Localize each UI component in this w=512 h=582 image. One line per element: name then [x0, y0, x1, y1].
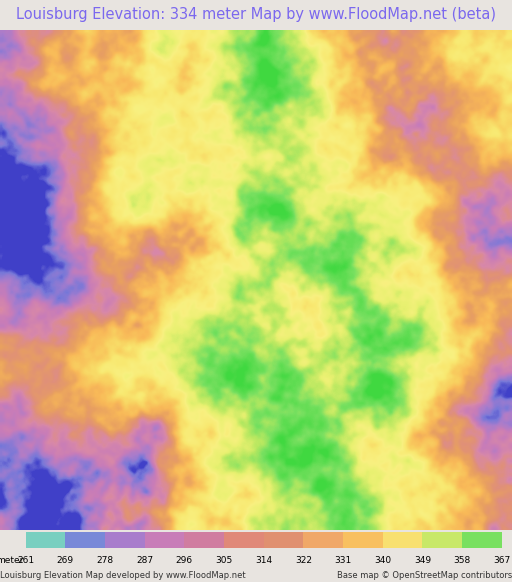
Text: 349: 349	[414, 556, 431, 565]
Bar	[105, 531, 145, 548]
Text: 314: 314	[255, 556, 272, 565]
Bar	[66, 531, 105, 548]
Text: 358: 358	[454, 556, 471, 565]
Text: Base map © OpenStreetMap contributors: Base map © OpenStreetMap contributors	[337, 572, 512, 580]
Text: 278: 278	[96, 556, 114, 565]
Bar	[383, 531, 422, 548]
Text: 305: 305	[216, 556, 232, 565]
Text: 322: 322	[295, 556, 312, 565]
Bar	[224, 531, 264, 548]
Bar	[264, 531, 303, 548]
Text: Louisburg Elevation Map developed by www.FloodMap.net: Louisburg Elevation Map developed by www…	[0, 572, 246, 580]
Text: 261: 261	[17, 556, 34, 565]
Text: meter: meter	[0, 556, 23, 565]
Bar	[144, 531, 184, 548]
Bar	[26, 531, 66, 548]
Text: 269: 269	[57, 556, 74, 565]
Text: 331: 331	[334, 556, 352, 565]
Text: 296: 296	[176, 556, 193, 565]
Bar	[422, 531, 462, 548]
Bar	[303, 531, 343, 548]
Text: Louisburg Elevation: 334 meter Map by www.FloodMap.net (beta): Louisburg Elevation: 334 meter Map by ww…	[16, 8, 496, 23]
Text: 367: 367	[493, 556, 510, 565]
Bar	[343, 531, 383, 548]
Bar	[462, 531, 502, 548]
Text: 340: 340	[374, 556, 391, 565]
Text: 287: 287	[136, 556, 153, 565]
Bar	[184, 531, 224, 548]
